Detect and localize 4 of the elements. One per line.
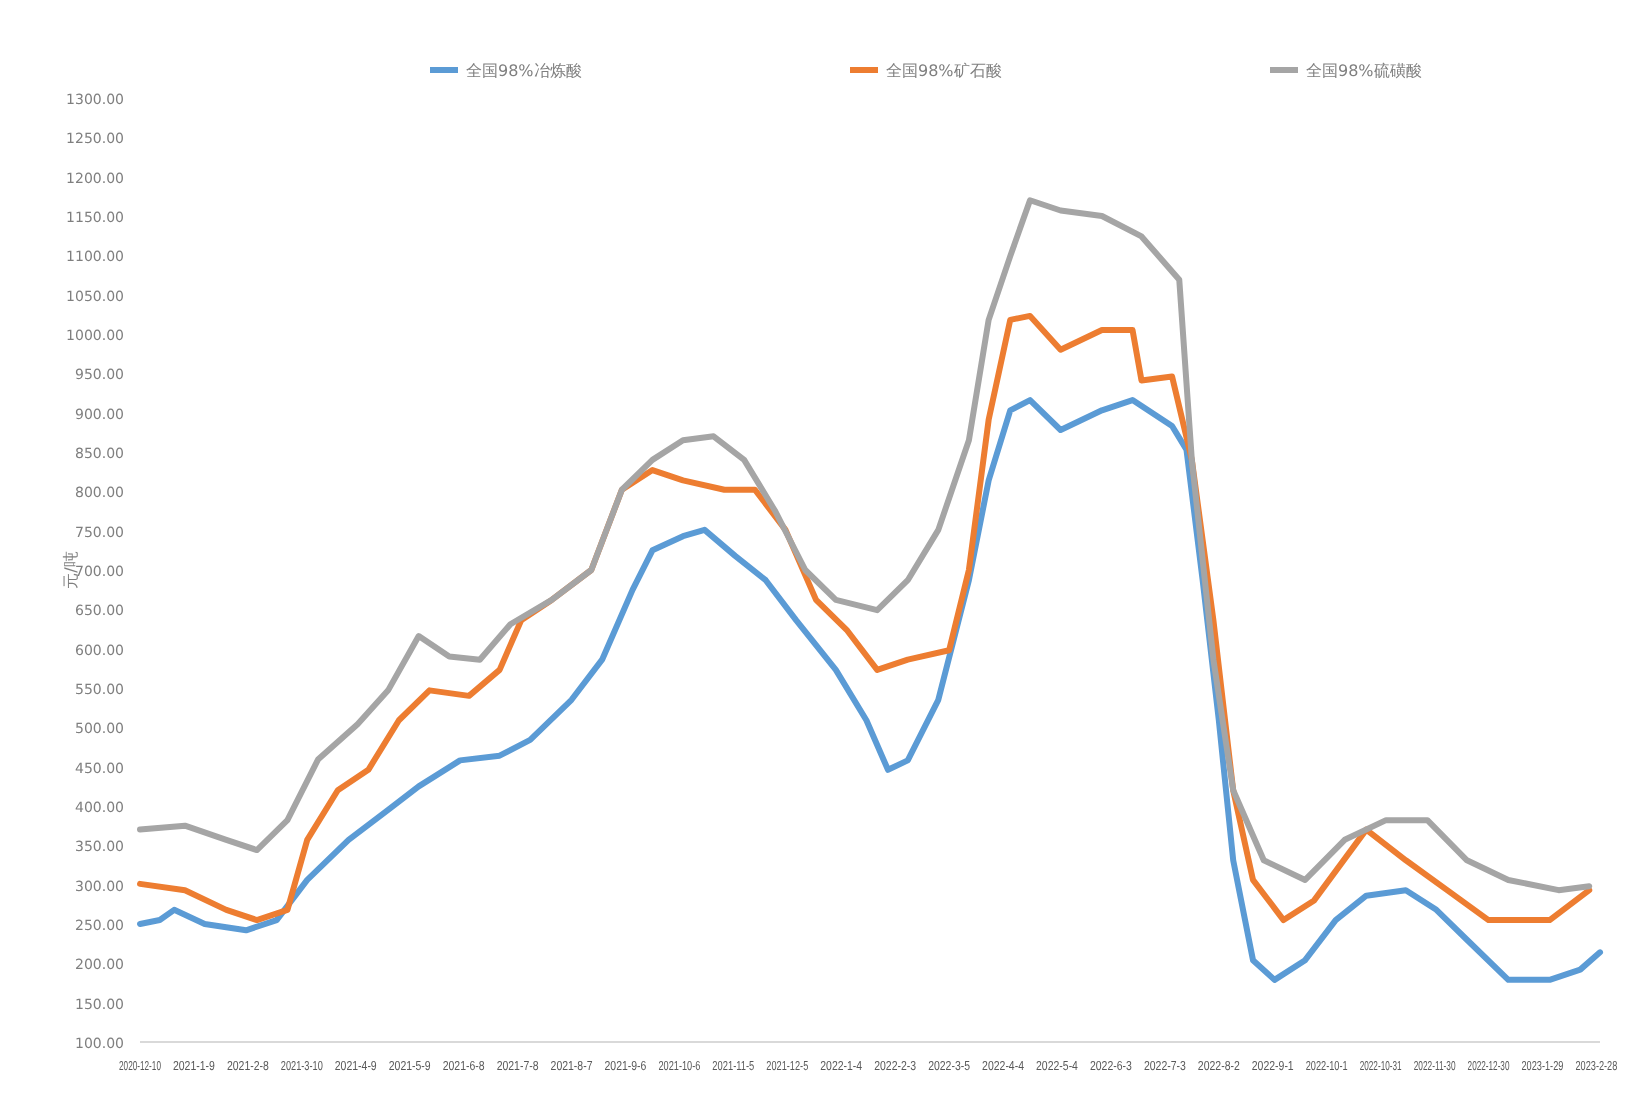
legend-label: 全国98%矿石酸 (886, 62, 1002, 80)
legend-label: 全国98%冶炼酸 (466, 62, 582, 80)
line-series (137, 197, 1593, 894)
legend-label: 全国98%硫磺酸 (1306, 62, 1422, 80)
